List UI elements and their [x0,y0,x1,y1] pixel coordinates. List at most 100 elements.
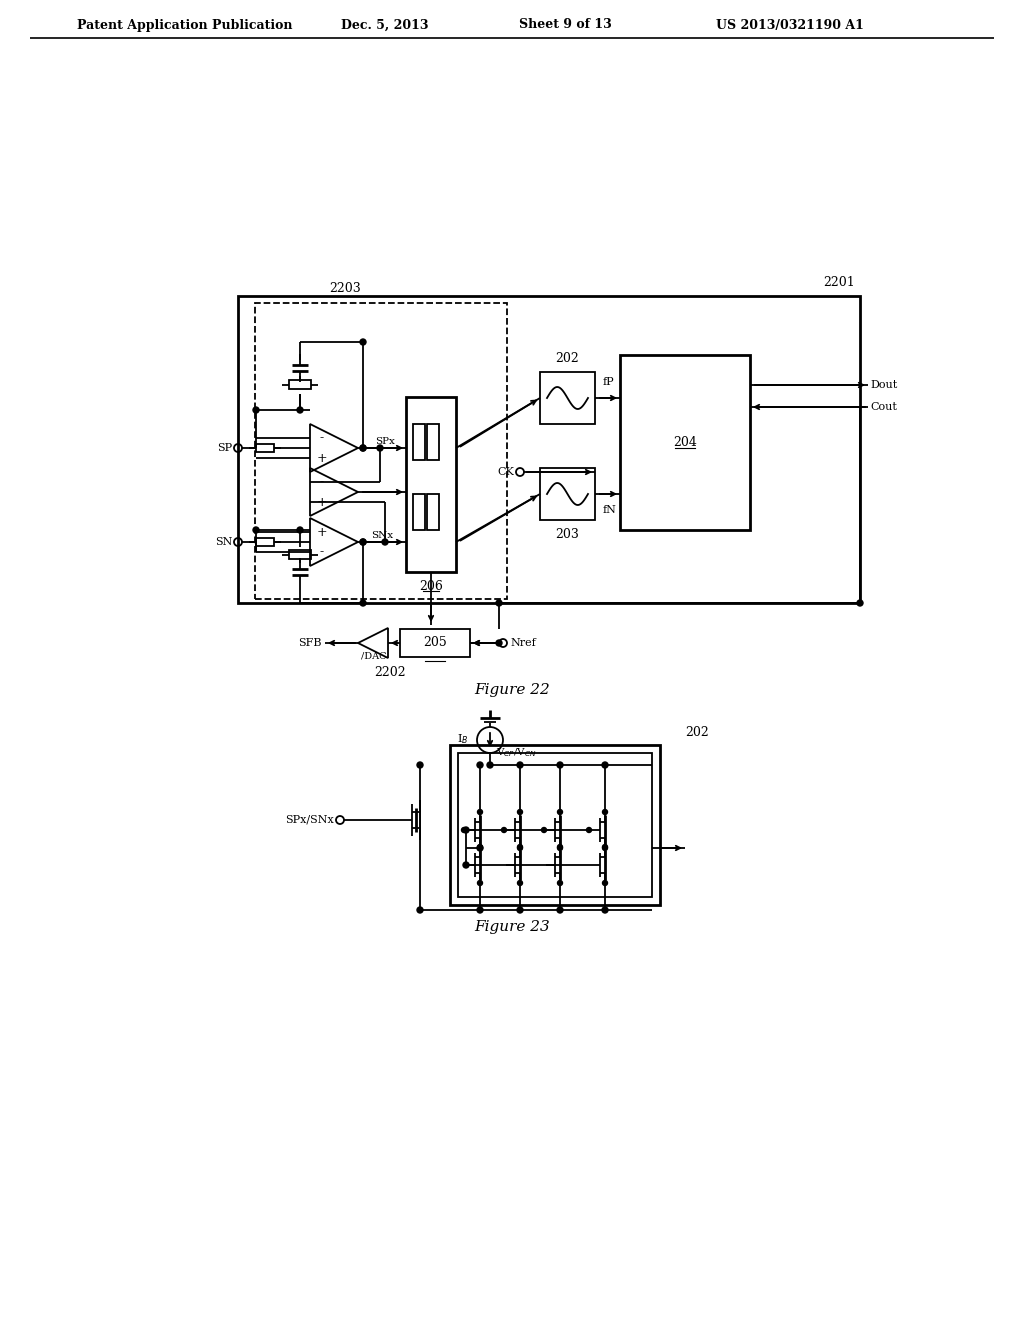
Bar [620,355,750,531]
Bar [450,744,660,906]
Text: -: - [319,545,324,558]
Circle shape [477,845,482,850]
Circle shape [517,907,523,913]
Circle shape [557,846,562,850]
Text: 205: 205 [423,636,446,649]
Circle shape [297,527,303,533]
Text: Dec. 5, 2013: Dec. 5, 2013 [341,18,429,32]
Bar [238,296,860,603]
Circle shape [542,828,547,833]
Circle shape [517,846,522,850]
Circle shape [360,539,366,545]
Circle shape [360,445,366,451]
Text: 202: 202 [685,726,709,739]
Circle shape [477,762,483,768]
Circle shape [517,845,522,850]
Text: V$_{CP}$/V$_{CN}$: V$_{CP}$/V$_{CN}$ [496,746,537,759]
Text: 2202: 2202 [374,665,406,678]
Text: +: + [316,525,328,539]
Circle shape [417,762,423,768]
Bar [540,372,595,424]
Circle shape [602,907,608,913]
Text: -: - [319,432,324,445]
Bar [413,424,425,459]
Bar [289,380,311,389]
Circle shape [496,601,502,606]
Circle shape [517,880,522,886]
Text: SPx: SPx [375,437,395,446]
Text: SP: SP [217,444,232,453]
Circle shape [382,539,388,545]
Text: fP: fP [603,378,614,387]
Text: SFB: SFB [299,638,322,648]
Circle shape [557,845,562,850]
Bar [413,494,425,531]
Text: SN: SN [215,537,232,546]
Text: I$_B$: I$_B$ [457,733,468,746]
Circle shape [360,339,366,345]
Bar [256,539,274,546]
Bar [289,550,311,558]
Circle shape [487,762,493,768]
Circle shape [417,907,423,913]
Text: Sheet 9 of 13: Sheet 9 of 13 [518,18,611,32]
Text: Patent Application Publication: Patent Application Publication [77,18,293,32]
Circle shape [360,445,366,451]
Bar [256,444,274,451]
Bar [406,397,456,572]
Circle shape [557,809,562,814]
Text: SPx/SNx: SPx/SNx [286,814,334,825]
Circle shape [477,845,483,851]
Text: 206: 206 [419,579,443,593]
Bar [400,630,470,657]
Circle shape [557,880,562,886]
Text: Dout: Dout [870,380,897,389]
Bar [427,494,439,531]
Circle shape [587,828,592,833]
Circle shape [517,762,523,768]
Text: 202: 202 [555,351,579,364]
Circle shape [477,907,483,913]
Circle shape [517,809,522,814]
Circle shape [253,407,259,413]
Text: +: + [316,451,328,465]
Bar [427,424,439,459]
Circle shape [602,845,607,850]
Text: CK: CK [497,467,514,477]
Text: +: + [316,495,328,508]
Text: /DAC: /DAC [361,652,387,660]
Bar [255,304,507,599]
Text: 2201: 2201 [823,276,855,289]
Circle shape [602,762,608,768]
Circle shape [502,828,507,833]
Circle shape [557,762,563,768]
Circle shape [477,809,482,814]
Text: Figure 23: Figure 23 [474,920,550,935]
Bar [540,469,595,520]
Text: US 2013/0321190 A1: US 2013/0321190 A1 [716,18,864,32]
Text: 204: 204 [673,437,697,450]
Circle shape [463,862,469,869]
Circle shape [496,640,502,645]
Circle shape [253,527,259,533]
Circle shape [602,846,607,850]
Circle shape [360,539,366,545]
Text: Figure 22: Figure 22 [474,682,550,697]
Text: Nref: Nref [510,638,536,648]
Text: fN: fN [603,506,616,515]
Circle shape [463,828,469,833]
Circle shape [477,880,482,886]
Circle shape [857,601,863,606]
Circle shape [557,907,563,913]
Circle shape [360,601,366,606]
Circle shape [477,846,482,850]
Text: Cout: Cout [870,403,897,412]
Text: SNx: SNx [371,532,393,540]
Text: 203: 203 [555,528,579,540]
Circle shape [602,809,607,814]
Text: 2203: 2203 [329,282,360,296]
Text: -: - [319,475,324,488]
Circle shape [297,407,303,413]
Circle shape [377,445,383,451]
Bar [458,752,652,898]
